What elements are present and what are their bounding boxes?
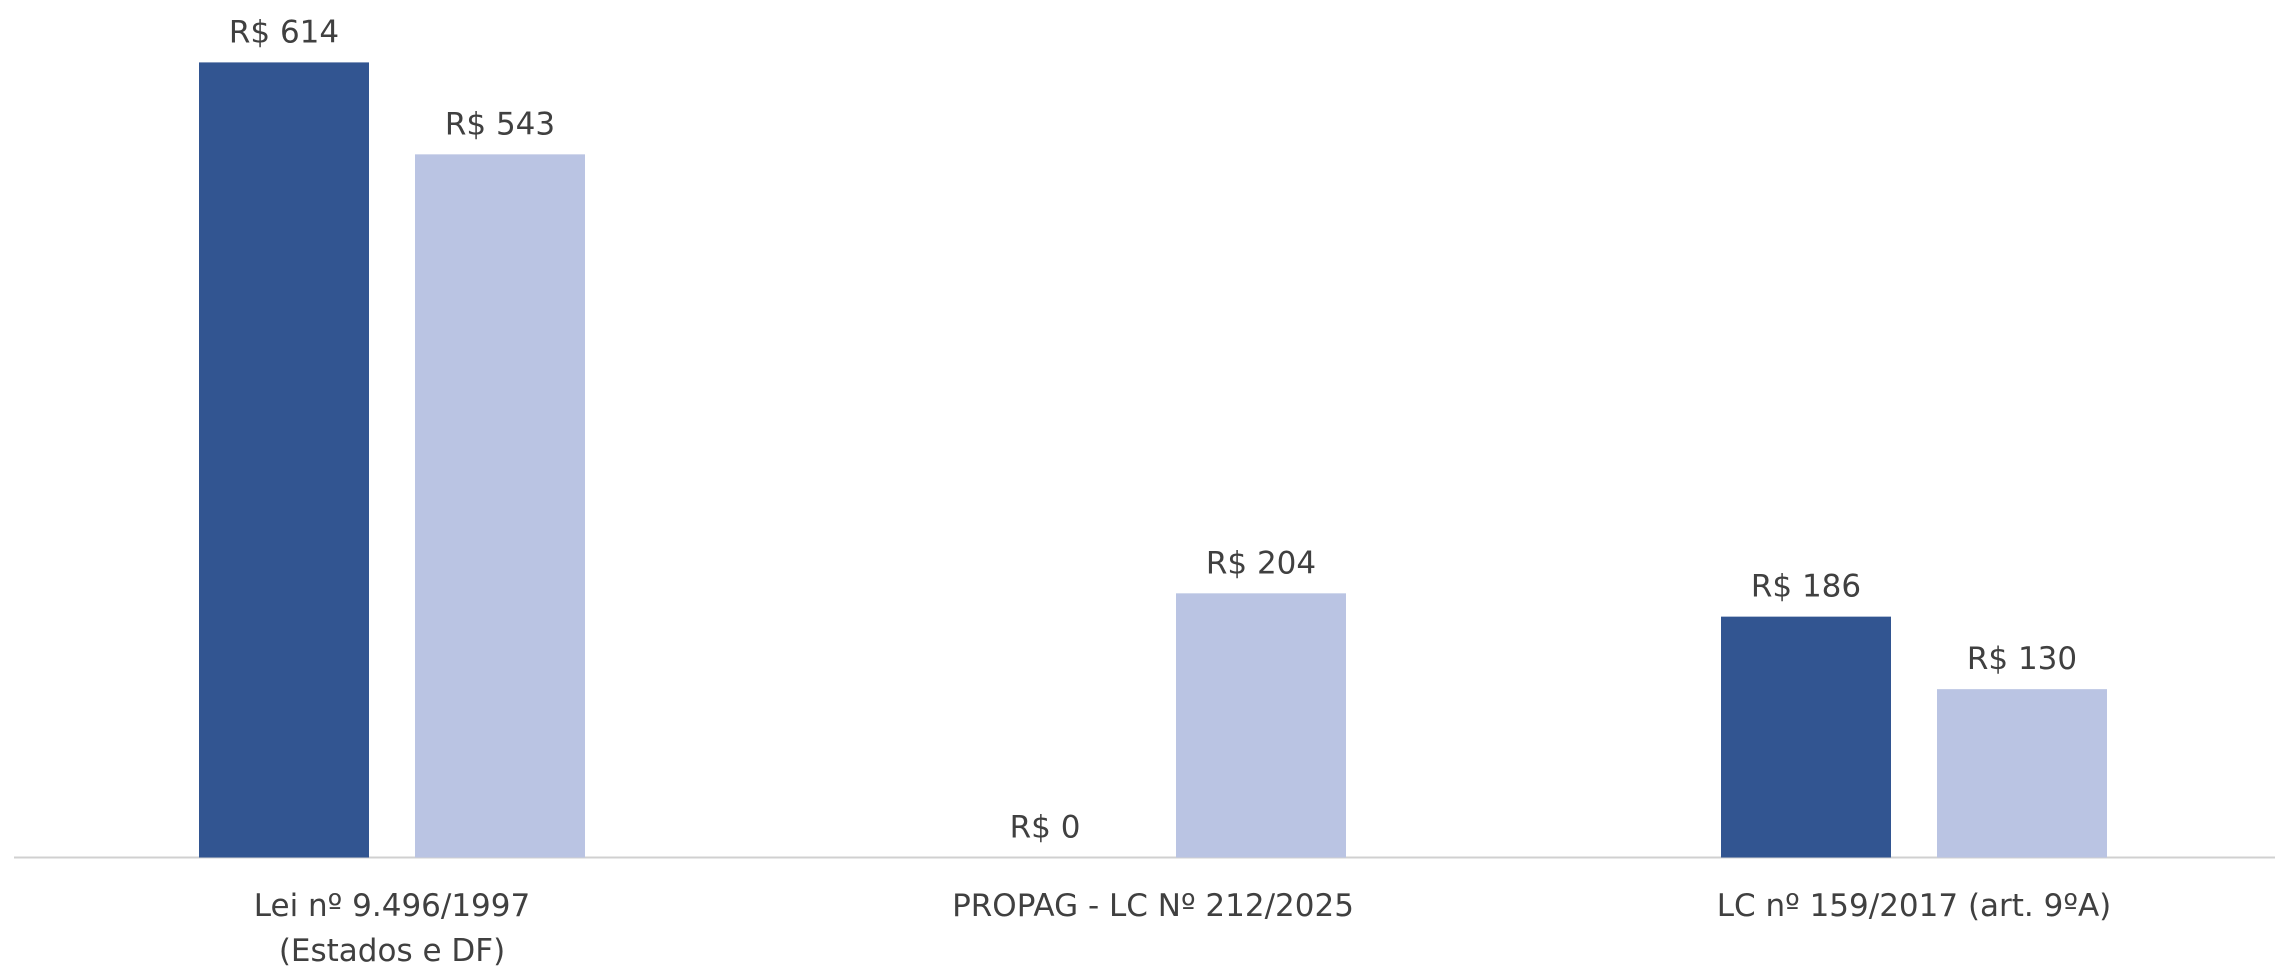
data-label: R$ 130: [1967, 641, 2077, 677]
bar: [1721, 616, 1891, 858]
x-tick-label: PROPAG - LC Nº 212/2025: [952, 888, 1354, 924]
bar: [1937, 689, 2107, 858]
data-label: R$ 543: [445, 106, 555, 142]
x-tick-label: Lei nº 9.496/1997 (Estados e DF): [254, 888, 530, 969]
bar: [1176, 593, 1346, 858]
bar: [415, 154, 585, 858]
data-label: R$ 204: [1206, 545, 1316, 581]
data-label: R$ 186: [1751, 569, 1861, 605]
bar: [199, 62, 369, 858]
data-label: R$ 0: [1010, 810, 1081, 846]
x-tick-label: LC nº 159/2017 (art. 9ºA): [1717, 888, 2112, 924]
data-label: R$ 614: [229, 14, 339, 50]
